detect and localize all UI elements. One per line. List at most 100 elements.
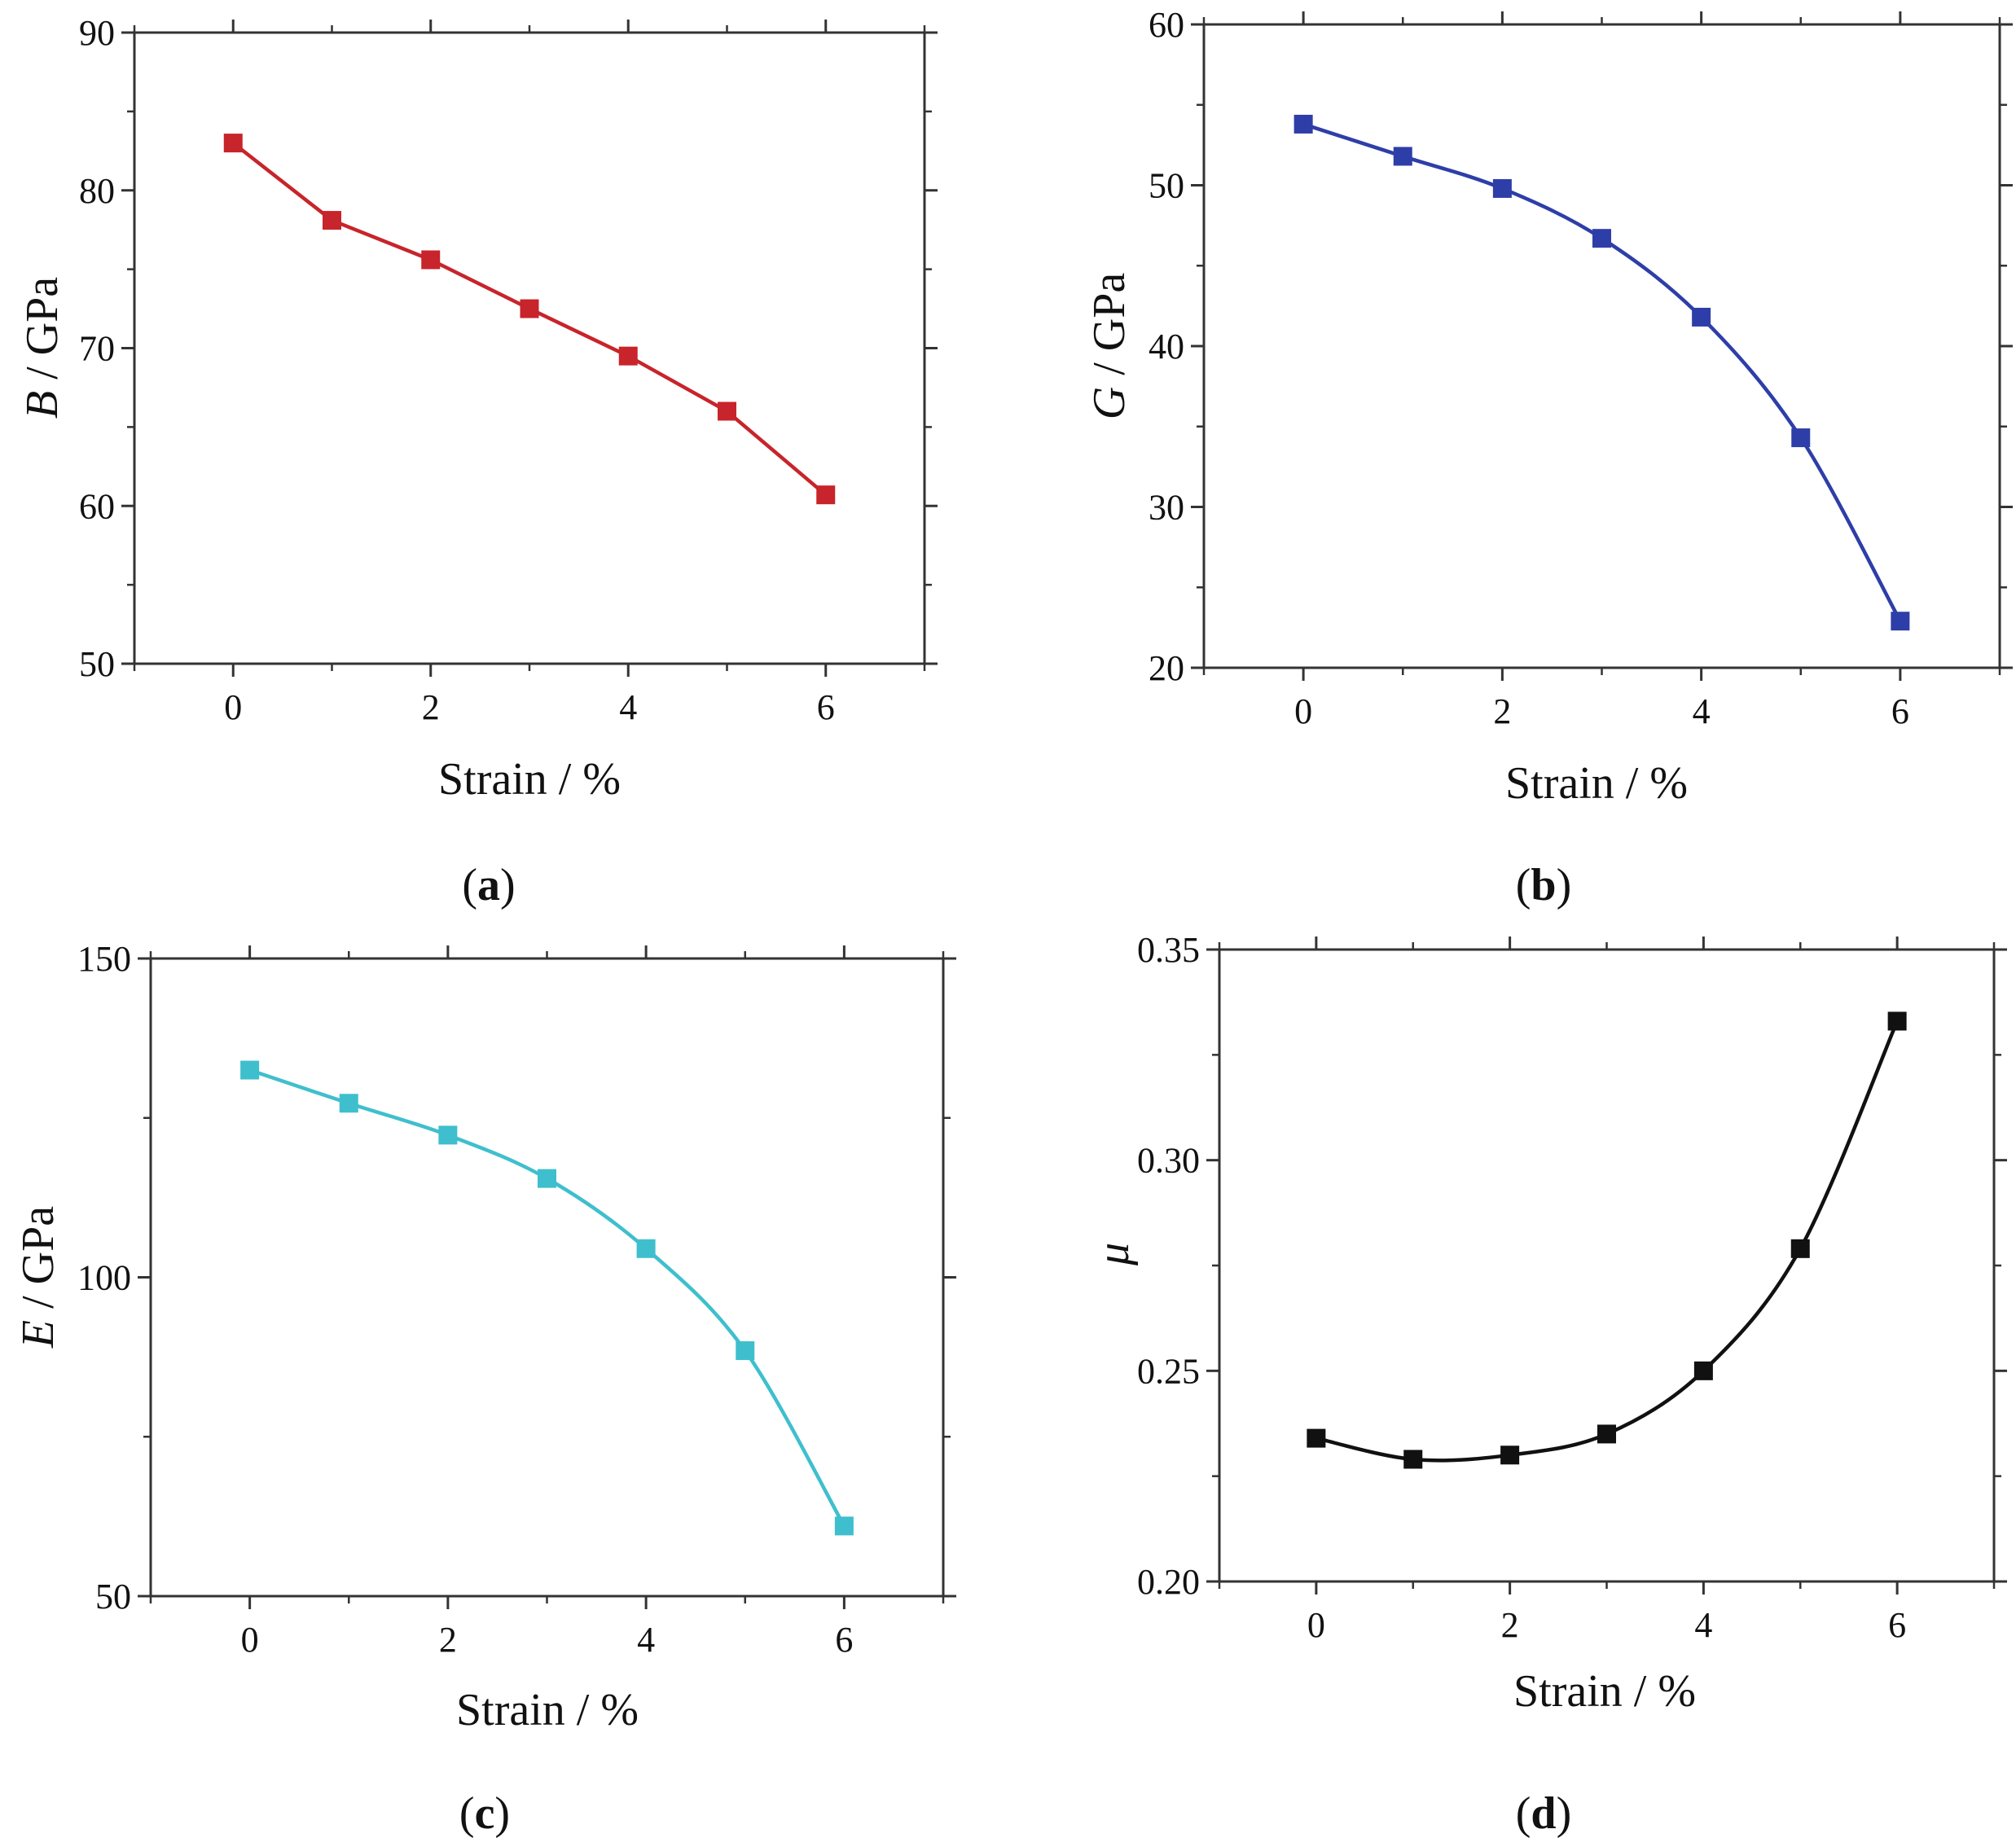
data-point-marker: [1791, 428, 1811, 448]
x-tick-label: 0: [224, 687, 242, 727]
y-tick-label: 30: [1149, 488, 1184, 528]
series-line: [248, 1068, 846, 1527]
x-tick-label: 0: [1294, 691, 1312, 731]
y-tick-label: 80: [79, 171, 115, 211]
data-point-marker: [636, 1239, 656, 1258]
y-axis-unit: / GPa: [17, 277, 68, 391]
panel-label: (d): [1516, 1788, 1571, 1838]
y-tick-label: 60: [79, 486, 115, 526]
x-tick-label: 2: [422, 687, 440, 727]
panel-c: 0 2 4 6 50 100 150 Strain / % E / GPa (c): [13, 939, 956, 1838]
data-point-marker: [1790, 1239, 1810, 1258]
y-axis-variable: G: [1084, 387, 1135, 419]
y-tick-label: 0.35: [1137, 930, 1200, 970]
y-tick-label: 150: [77, 939, 131, 979]
y-axis-title: μ: [1088, 1243, 1139, 1266]
data-point-marker: [1307, 1428, 1326, 1448]
panel-letter: d: [1531, 1788, 1556, 1838]
y-tick-label: 90: [79, 13, 115, 53]
data-point-marker: [1403, 1450, 1423, 1469]
plot-frame: [1218, 948, 1996, 1583]
data-point-marker: [1492, 178, 1512, 198]
plot-frame: [133, 31, 926, 665]
y-axis-variable: B: [17, 391, 68, 419]
data-point-marker: [1692, 307, 1711, 327]
panel-letter: b: [1531, 860, 1556, 910]
panel-b: 0 2 4 6 20 30 40 50 60 Strain / % G / GPa (b): [1084, 5, 2013, 910]
y-axis-title: E / GPa: [13, 1206, 64, 1349]
data-point-marker: [718, 401, 736, 421]
y-axis-unit: / GPa: [1084, 273, 1135, 387]
x-axis-title: Strain / %: [456, 1685, 639, 1735]
data-point-marker: [323, 211, 341, 230]
axis-ticks: 0 2 4 6 50 60 70 80 90: [79, 13, 938, 727]
axis-ticks: 0 2 4 6 50 100 150: [77, 939, 956, 1660]
x-axis-title: Strain / %: [1505, 758, 1688, 809]
y-tick-label: 70: [79, 329, 115, 369]
data-point-marker: [520, 299, 539, 318]
x-tick-label: 6: [1888, 1605, 1906, 1645]
data-point-marker: [816, 485, 836, 505]
y-tick-label: 0.20: [1137, 1562, 1200, 1602]
x-tick-label: 6: [817, 687, 835, 727]
series-line: [231, 141, 828, 497]
panel-letter: c: [475, 1788, 495, 1838]
x-tick-label: 0: [1307, 1605, 1325, 1645]
y-axis-variable: E: [13, 1320, 64, 1349]
data-point-marker: [421, 250, 441, 270]
x-tick-label: 2: [439, 1620, 457, 1660]
y-tick-label: 60: [1149, 5, 1184, 45]
data-series: [240, 1060, 854, 1536]
data-point-marker: [1293, 114, 1313, 134]
y-tick-label: 50: [95, 1577, 131, 1616]
y-axis-variable: μ: [1088, 1243, 1139, 1266]
x-tick-label: 2: [1493, 691, 1511, 731]
x-tick-label: 0: [241, 1620, 259, 1660]
panel-label: (a): [462, 860, 515, 910]
data-point-marker: [538, 1169, 556, 1188]
y-axis-title: G / GPa: [1084, 273, 1135, 420]
panel-a: 0 2 4 6 50 60 70 80 90 Strain / % B / GPa (a): [17, 13, 938, 910]
panel-label: (b): [1516, 860, 1571, 910]
plot-frame: [1202, 23, 2001, 669]
data-point-marker: [223, 134, 243, 153]
y-tick-label: 0.25: [1137, 1351, 1200, 1391]
data-point-marker: [618, 346, 638, 366]
data-point-marker: [1891, 612, 1910, 631]
data-point-marker: [240, 1060, 260, 1080]
data-point-marker: [1693, 1361, 1713, 1380]
x-axis-title: Strain / %: [438, 754, 621, 805]
x-axis-title: Strain / %: [1513, 1666, 1696, 1717]
x-tick-label: 4: [637, 1620, 655, 1660]
y-tick-label: 50: [1149, 166, 1184, 206]
x-tick-label: 2: [1501, 1605, 1519, 1645]
data-point-marker: [834, 1516, 854, 1536]
x-tick-label: 6: [1891, 691, 1909, 731]
x-tick-label: 4: [1694, 1605, 1712, 1645]
data-series: [1307, 1011, 1907, 1469]
data-point-marker: [1887, 1011, 1907, 1031]
y-tick-label: 100: [77, 1258, 131, 1298]
plot-frame: [149, 957, 945, 1598]
series-line: [1315, 1020, 1900, 1463]
data-series: [1293, 114, 1910, 631]
data-point-marker: [1592, 229, 1611, 248]
x-tick-label: 6: [835, 1620, 853, 1660]
x-tick-label: 4: [619, 687, 637, 727]
panel-label: (c): [459, 1788, 510, 1838]
data-point-marker: [1500, 1445, 1520, 1465]
x-tick-label: 4: [1693, 691, 1711, 731]
data-series: [223, 134, 836, 505]
axis-ticks: 0 2 4 6 0.20 0.25 0.30 0.35: [1137, 930, 2007, 1645]
data-point-marker: [438, 1125, 458, 1145]
panel-letter: a: [477, 860, 500, 910]
y-tick-label: 0.30: [1137, 1141, 1200, 1181]
data-point-marker: [736, 1341, 755, 1361]
panel-d: 0 2 4 6 0.20 0.25 0.30 0.35 Strain / % μ (d): [1088, 930, 2007, 1838]
axis-ticks: 0 2 4 6 20 30 40 50 60: [1149, 5, 2013, 731]
y-tick-label: 50: [79, 644, 115, 684]
y-axis-unit: / GPa: [13, 1206, 64, 1320]
y-tick-label: 40: [1149, 327, 1184, 366]
series-line: [1302, 122, 1902, 622]
